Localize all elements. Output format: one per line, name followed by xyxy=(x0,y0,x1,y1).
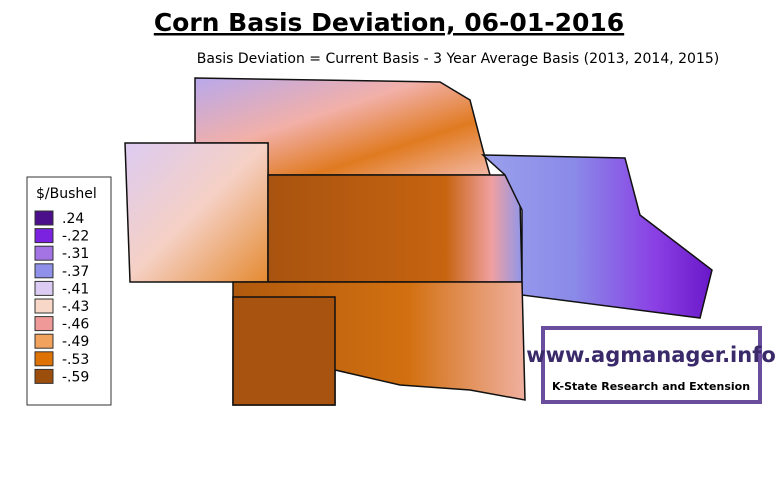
legend-label: -.41 xyxy=(62,281,89,297)
subtitle: Basis Deviation = Current Basis - 3 Year… xyxy=(197,51,719,67)
legend-swatch xyxy=(34,351,54,367)
texas-panhandle xyxy=(232,296,336,406)
legend-label: -.43 xyxy=(62,299,89,315)
logo-box xyxy=(541,326,762,404)
missouri xyxy=(481,154,713,319)
legend-label: -.59 xyxy=(62,369,89,385)
legend-label: -.22 xyxy=(62,229,89,245)
legend-swatch xyxy=(34,245,54,261)
legend: .24 -.22-.31 -.37-.41 -.43 -.46-.49 -.53-.59 xyxy=(34,210,89,385)
legend-label: -.37 xyxy=(62,264,89,280)
legend-label: -.46 xyxy=(62,317,89,333)
legend-swatch xyxy=(34,298,54,314)
states xyxy=(124,77,713,406)
legend-swatch xyxy=(34,333,54,349)
legend-title: $/Bushel xyxy=(36,186,97,202)
kansas xyxy=(267,174,523,283)
legend-swatch xyxy=(34,368,54,384)
title: Corn Basis Deviation, 06-01-2016 xyxy=(154,8,624,37)
logo-url: www.agmanager.info xyxy=(526,343,776,367)
legend-swatch xyxy=(34,263,54,279)
colorado xyxy=(124,142,269,283)
legend-label: .24 xyxy=(62,211,84,227)
legend-label: -.31 xyxy=(62,246,89,262)
legend-label: -.49 xyxy=(62,334,89,350)
legend-swatch xyxy=(34,228,54,244)
legend-swatch xyxy=(34,280,54,296)
logo-org: K-State Research and Extension xyxy=(552,380,750,393)
legend-swatch xyxy=(34,210,54,226)
legend-swatch xyxy=(34,316,54,332)
legend-label: -.53 xyxy=(62,352,89,368)
